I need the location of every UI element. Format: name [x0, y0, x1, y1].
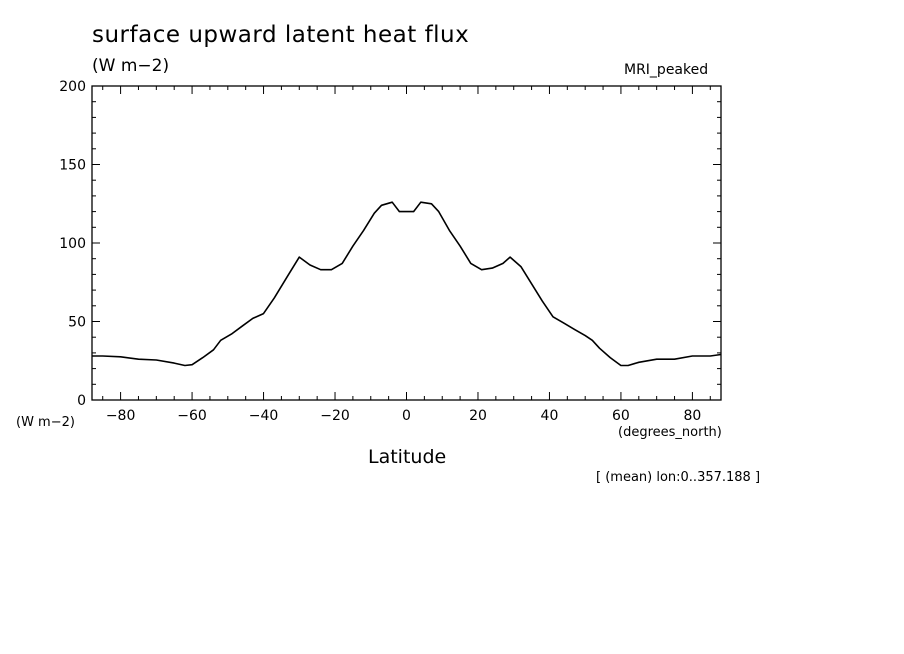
x-tick-label: −80: [106, 408, 136, 424]
y-tick-label: 150: [59, 158, 86, 174]
x-tick-label: 60: [612, 408, 630, 424]
x-tick-label: 20: [469, 408, 487, 424]
x-tick-label: 0: [402, 408, 411, 424]
x-tick-label: −40: [249, 408, 279, 424]
x-tick-label: −20: [320, 408, 350, 424]
axis-tick-labels: −80 −60 −40 −20 0 20 40 60 80 0 50 100 150 200: [59, 79, 701, 424]
x-tick-label: 40: [541, 408, 559, 424]
y-tick-label: 100: [59, 236, 86, 252]
y-tick-label: 0: [77, 393, 86, 409]
x-axis-label: Latitude: [368, 446, 447, 468]
series-line: [92, 201, 722, 367]
averaging-note: [ (mean) lon:0..357.188 ]: [596, 470, 761, 485]
axis-ticks: [92, 85, 721, 401]
model-label: MRI_peaked: [624, 62, 709, 78]
y-axis-unit-label: (W m−2): [16, 415, 75, 430]
x-tick-label: −60: [177, 408, 207, 424]
plot-frame: [91, 85, 722, 401]
chart-units-label: (W m−2): [92, 56, 170, 76]
x-axis-unit-label: (degrees_north): [618, 425, 722, 440]
y-tick-label: 200: [59, 79, 86, 95]
x-tick-label: 80: [683, 408, 701, 424]
y-tick-label: 50: [68, 315, 86, 331]
chart-title: surface upward latent heat flux: [92, 22, 470, 48]
